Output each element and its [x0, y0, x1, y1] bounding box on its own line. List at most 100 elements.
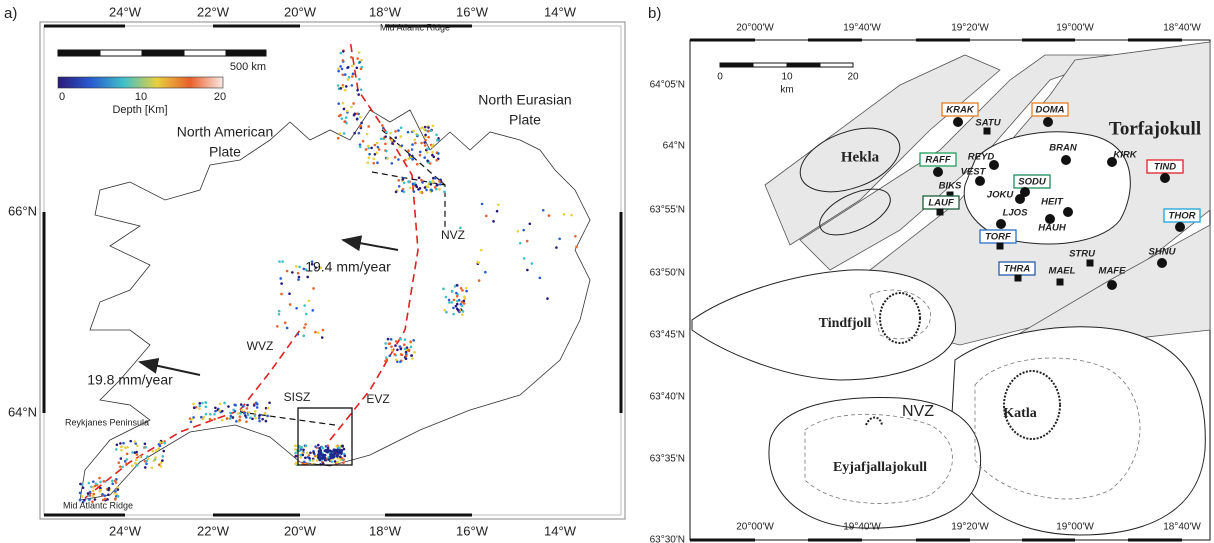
earthquake-dot — [407, 180, 410, 183]
earthquake-dot — [452, 298, 456, 302]
earthquake-dot — [91, 494, 95, 498]
earthquake-dot — [342, 461, 345, 465]
station-label: HEIT — [1041, 197, 1064, 208]
station-label: TORF — [985, 232, 1011, 243]
volcano-label: NVZ — [902, 403, 934, 420]
earthquake-dot — [337, 102, 341, 105]
earthquake-dot — [309, 451, 312, 455]
earthquake-dot — [194, 405, 198, 409]
earthquake-dot — [399, 347, 403, 351]
earthquake-dot — [92, 489, 95, 493]
earthquake-dot — [358, 143, 362, 146]
earthquake-dot — [332, 455, 336, 459]
earthquake-dot — [411, 158, 414, 161]
earthquake-dot — [135, 464, 139, 467]
station-label: MAFE — [1099, 266, 1127, 277]
map-annotation: 19.4 mm/year — [305, 259, 391, 275]
earthquake-dot — [126, 445, 129, 449]
earthquake-dot — [396, 348, 399, 352]
earthquake-dot — [400, 353, 404, 357]
map-annotation: 19.8 mm/year — [87, 372, 173, 388]
earthquake-dot — [431, 150, 434, 154]
longitude-label: 18°40'W — [1163, 23, 1201, 34]
earthquake-dot — [339, 87, 343, 90]
earthquake-dot — [390, 162, 394, 165]
earthquake-dot — [304, 456, 307, 460]
latitude-label: 64°05'N — [650, 80, 685, 91]
station-marker — [1175, 222, 1185, 232]
earthquake-dot — [390, 138, 393, 142]
colorbar-tick: 20 — [214, 91, 226, 103]
earthquake-dot — [393, 353, 396, 356]
earthquake-dot — [343, 454, 347, 458]
earthquake-dot — [296, 271, 300, 275]
earthquake-dot — [302, 334, 306, 338]
earthquake-dot — [546, 297, 549, 300]
earthquake-dot — [220, 418, 224, 422]
earthquake-dot — [145, 462, 148, 466]
earthquake-dot — [335, 454, 339, 458]
earthquake-dot — [425, 151, 429, 154]
earthquake-dot — [360, 121, 363, 125]
earthquake-dot — [296, 332, 300, 336]
earthquake-dot — [400, 144, 404, 147]
earthquake-dot — [98, 490, 102, 493]
longitude-label: 24°W — [109, 4, 142, 19]
earthquake-dot — [225, 417, 229, 420]
earthquake-dot — [115, 448, 118, 451]
earthquake-dot — [412, 339, 415, 342]
earthquake-dot — [99, 480, 102, 484]
earthquake-dot — [365, 132, 369, 136]
earthquake-dot — [423, 144, 427, 147]
earthquake-dot — [324, 448, 328, 452]
earthquake-dot — [522, 257, 526, 260]
earthquake-dot — [83, 498, 86, 502]
earthquake-dot — [412, 190, 416, 193]
earthquake-dot — [390, 345, 393, 349]
earthquake-dot — [339, 113, 342, 117]
earthquake-dot — [343, 88, 347, 92]
earthquake-dot — [117, 461, 121, 464]
earthquake-dot — [394, 344, 397, 347]
earthquake-dot — [134, 461, 137, 465]
longitude-label: 16°W — [456, 4, 489, 19]
station-label: REYD — [968, 152, 995, 163]
earthquake-dot — [432, 176, 435, 180]
earthquake-dot — [343, 73, 347, 76]
earthquake-dot — [391, 142, 394, 145]
earthquake-dot — [214, 406, 217, 410]
earthquake-dot — [423, 125, 427, 129]
earthquake-dot — [373, 143, 377, 147]
earthquake-dot — [277, 309, 281, 313]
earthquake-dot — [102, 480, 106, 483]
earthquake-dot — [411, 143, 414, 146]
earthquake-dot — [433, 186, 437, 189]
colorbar-tick: 10 — [135, 91, 147, 103]
earthquake-dot — [455, 299, 459, 303]
earthquake-dot — [413, 351, 416, 354]
earthquake-dot — [450, 301, 454, 304]
earthquake-dot — [420, 178, 423, 182]
earthquake-dot — [455, 302, 459, 306]
earthquake-dot — [457, 298, 461, 302]
earthquake-dot — [220, 409, 224, 413]
earthquake-dot — [279, 277, 283, 280]
earthquake-dot — [192, 416, 195, 419]
longitude-label: 19°40'W — [843, 23, 881, 34]
longitude-label: 14°W — [544, 4, 577, 19]
iceland-outline — [79, 109, 591, 501]
earthquake-dot — [329, 453, 333, 456]
earthquake-dot — [239, 403, 243, 406]
earthquake-dot — [420, 141, 423, 145]
earthquake-dot — [311, 459, 315, 462]
earthquake-dot — [421, 126, 424, 129]
earthquake-dot — [335, 445, 338, 448]
earthquake-dot — [322, 454, 326, 457]
earthquake-dot — [344, 85, 348, 88]
volcano-label: Torfajokull — [1109, 118, 1201, 139]
earthquake-dot — [120, 448, 123, 452]
earthquake-dot — [294, 454, 298, 458]
earthquake-dot — [314, 330, 317, 334]
longitude-label: 16°W — [456, 523, 489, 538]
earthquake-dot — [429, 129, 433, 133]
